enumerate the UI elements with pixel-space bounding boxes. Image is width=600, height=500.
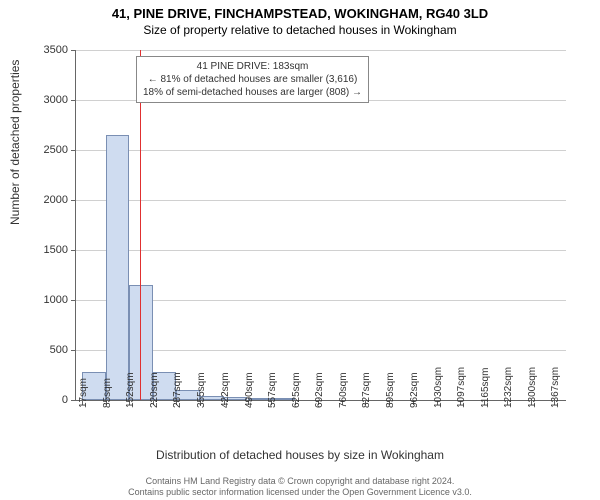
x-axis-label: Distribution of detached houses by size … (0, 448, 600, 462)
xtick-label: 220sqm (149, 372, 151, 408)
xtick-label: 85sqm (102, 378, 104, 408)
ytick-label: 3500 (28, 44, 68, 56)
annotation-line1: 41 PINE DRIVE: 183sqm (143, 60, 362, 73)
ytick-label: 1000 (28, 294, 68, 306)
xtick-label: 1300sqm (527, 367, 529, 408)
xtick-label: 895sqm (385, 372, 387, 408)
xtick-label: 1030sqm (433, 367, 435, 408)
ytick-mark (71, 150, 76, 151)
ytick-mark (71, 200, 76, 201)
histogram-bar (106, 135, 129, 400)
annotation-line2: ← 81% of detached houses are smaller (3,… (143, 73, 362, 86)
xtick-label: 692sqm (314, 372, 316, 408)
ytick-label: 2500 (28, 144, 68, 156)
xtick-label: 962sqm (409, 372, 411, 408)
y-axis-label: Number of detached properties (8, 60, 22, 225)
xtick-label: 557sqm (267, 372, 269, 408)
footer: Contains HM Land Registry data © Crown c… (0, 476, 600, 498)
gridline (76, 250, 566, 251)
ytick-mark (71, 350, 76, 351)
ytick-label: 1500 (28, 244, 68, 256)
ytick-mark (71, 250, 76, 251)
xtick-label: 1165sqm (480, 368, 482, 408)
ytick-label: 500 (28, 344, 68, 356)
annotation-line3: 18% of semi-detached houses are larger (… (143, 86, 362, 99)
xtick-label: 422sqm (220, 372, 222, 408)
xtick-label: 17sqm (78, 378, 80, 408)
xtick-label: 355sqm (196, 372, 198, 408)
ytick-label: 0 (28, 394, 68, 406)
ytick-mark (71, 100, 76, 101)
footer-line1: Contains HM Land Registry data © Crown c… (0, 476, 600, 487)
gridline (76, 150, 566, 151)
ytick-label: 3000 (28, 94, 68, 106)
gridline (76, 50, 566, 51)
chart-plot-area: 41 PINE DRIVE: 183sqm ← 81% of detached … (75, 50, 566, 401)
gridline (76, 200, 566, 201)
xtick-label: 1097sqm (456, 367, 458, 408)
chart-container: 41, PINE DRIVE, FINCHAMPSTEAD, WOKINGHAM… (0, 0, 600, 500)
xtick-label: 625sqm (291, 372, 293, 408)
footer-line2: Contains public sector information licen… (0, 487, 600, 498)
ytick-mark (71, 300, 76, 301)
annotation-box: 41 PINE DRIVE: 183sqm ← 81% of detached … (136, 56, 369, 103)
xtick-label: 1367sqm (550, 367, 552, 408)
xtick-label: 287sqm (172, 372, 174, 408)
xtick-label: 1232sqm (503, 367, 505, 408)
title-line1: 41, PINE DRIVE, FINCHAMPSTEAD, WOKINGHAM… (0, 0, 600, 21)
ytick-mark (71, 50, 76, 51)
ytick-mark (71, 400, 76, 401)
xtick-label: 760sqm (338, 372, 340, 408)
xtick-label: 490sqm (244, 372, 246, 408)
ytick-label: 2000 (28, 194, 68, 206)
xtick-label: 827sqm (361, 372, 363, 408)
xtick-label: 152sqm (125, 372, 127, 408)
title-line2: Size of property relative to detached ho… (0, 21, 600, 37)
